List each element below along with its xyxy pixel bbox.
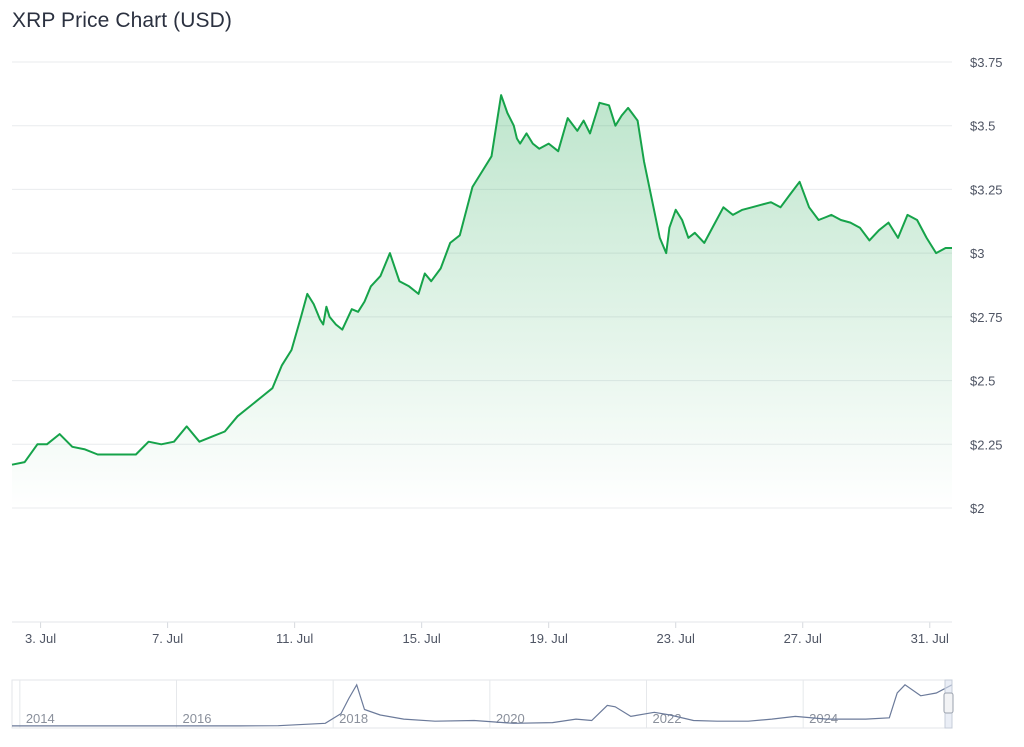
chart-title: XRP Price Chart (USD) bbox=[12, 9, 232, 32]
x-tick-label: 31. Jul bbox=[911, 631, 949, 646]
x-tick-label: 19. Jul bbox=[530, 631, 568, 646]
y-tick-label: $2.75 bbox=[970, 310, 1003, 325]
x-tick-label: 11. Jul bbox=[276, 631, 313, 646]
y-tick-label: $2 bbox=[970, 501, 984, 516]
x-tick-label: 27. Jul bbox=[784, 631, 822, 646]
price-line[interactable] bbox=[11, 94, 952, 466]
y-axis: $2 $2.25 $2.5 $2.75 $3 $3.25 $3.5 $3.75 bbox=[970, 55, 1003, 516]
x-tick-label: 3. Jul bbox=[25, 631, 56, 646]
navigator-year-label: 2022 bbox=[653, 711, 682, 726]
x-tick-label: 7. Jul bbox=[152, 631, 183, 646]
navigator-line bbox=[12, 683, 953, 727]
y-tick-label: $2.25 bbox=[970, 437, 1003, 452]
navigator-year-label: 2014 bbox=[26, 711, 55, 726]
navigator-year-label: 2016 bbox=[183, 711, 212, 726]
y-tick-label: $3.75 bbox=[970, 55, 1003, 70]
x-axis: 3. Jul 7. Jul 11. Jul 15. Jul 19. Jul 23. Jul… bbox=[25, 622, 949, 646]
y-tick-label: $2.5 bbox=[970, 374, 995, 389]
x-tick-label: 23. Jul bbox=[657, 631, 695, 646]
range-navigator[interactable]: 2014 2016 2018 2020 2022 2024 bbox=[11, 679, 954, 729]
price-area bbox=[12, 95, 952, 508]
y-tick-label: $3.25 bbox=[970, 182, 1003, 197]
navigator-year-label: 2018 bbox=[339, 711, 368, 726]
navigator-handle[interactable] bbox=[943, 692, 954, 714]
navigator-labels: 2014 2016 2018 2020 2022 2024 bbox=[19, 680, 838, 728]
y-tick-label: $3.5 bbox=[970, 119, 995, 134]
x-tick-label: 15. Jul bbox=[403, 631, 441, 646]
navigator-frame bbox=[11, 679, 953, 729]
y-tick-label: $3 bbox=[970, 246, 984, 261]
